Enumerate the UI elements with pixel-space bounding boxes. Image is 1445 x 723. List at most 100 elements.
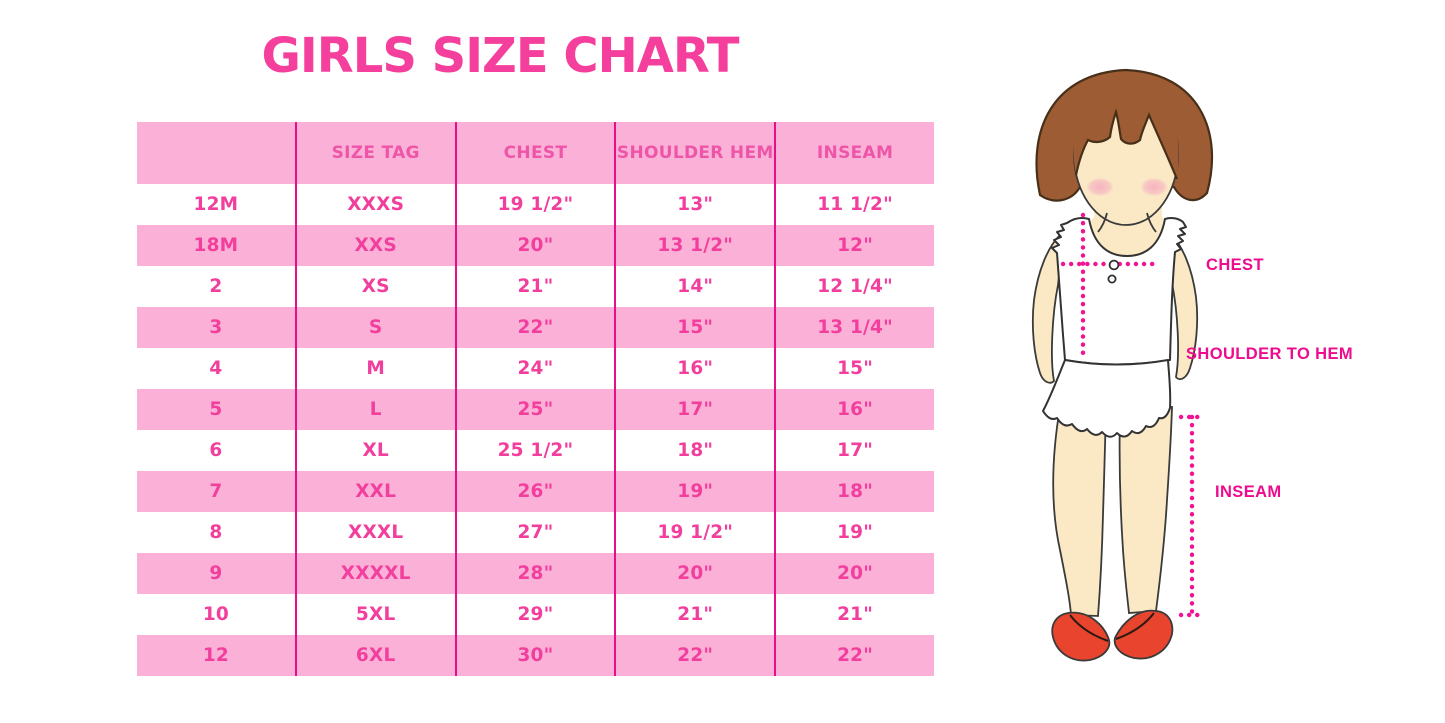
table-cell: 29" [454,594,616,635]
table-cell: 13 1/2" [614,225,776,266]
table-cell: 15" [774,348,934,389]
table-cell: 19" [614,471,776,512]
column-header-inseam: INSEAM [774,122,934,184]
table-cell: 3 [137,307,296,348]
page-title: GIRLS SIZE CHART [261,28,740,84]
girl-head [1035,68,1214,259]
top-bodice [1051,217,1187,366]
column-header-shoulder-hem: SHOULDER HEM [614,122,776,184]
table-cell: 13 1/4" [774,307,934,348]
girl-illustration: CHEST SHOULDER TO HEM INSEAM [1031,68,1353,662]
table-cell: XXL [294,471,456,512]
table-cell: XXXL [294,512,456,553]
size-chart-table-container: SIZE TAG CHEST SHOULDER HEM INSEAM 12M XX… [137,122,934,676]
table-row: 12 6XL 30" 22" 22" [137,635,934,676]
table-row: 8 XXXL 27" 19 1/2" 19" [137,512,934,553]
table-cell: 9 [137,553,296,594]
table-cell: 26" [454,471,616,512]
right-leg [1118,406,1173,614]
table-cell: 5XL [294,594,456,635]
table-cell: 20" [454,225,616,266]
right-shoe [1113,609,1174,660]
table-cell: 10 [202,604,229,625]
table-cell: 6XL [294,635,456,676]
blush-left [1086,177,1114,197]
table-row: 10 5XL 29" 21" 21" [137,594,934,635]
table-cell: 28" [454,553,616,594]
inseam-label: INSEAM [1215,483,1282,501]
table-cell: XS [294,266,456,307]
measurement-guides: CHEST SHOULDER TO HEM INSEAM [1060,212,1353,618]
column-header-size-tag: SIZE TAG [294,122,456,184]
size-chart-header: SIZE TAG CHEST SHOULDER HEM INSEAM [137,122,934,184]
table-cell: 8 [209,522,223,543]
table-cell: 12 [137,635,296,676]
size-chart-body: 12M XXXS 19 1/2" 13" 11 1/2" 18M XXS 20" 13 1/2"… [137,184,934,676]
table-cell: 24" [454,348,616,389]
table-cell: 6 [209,440,223,461]
table-cell: 21" [454,266,616,307]
table-cell: XXXXL [294,553,456,594]
table-cell: 14" [614,266,776,307]
shoes [1051,609,1174,662]
column-header-size [137,122,296,184]
table-cell: 17" [774,430,934,471]
table-cell: 27" [454,512,616,553]
neck-line-right [1146,212,1157,233]
table-row: 7 XXL 26" 19" 18" [137,471,934,512]
table-row: 18M XXS 20" 13 1/2" 12" [137,225,934,266]
hair-bangs [1073,98,1179,179]
table-row: 5 L 25" 17" 16" [137,389,934,430]
table-cell: 16" [774,389,934,430]
table-cell: XXXS [294,184,456,225]
table-cell: 22" [454,307,616,348]
table-cell: 12" [774,225,934,266]
column-header-chest: CHEST [454,122,616,184]
left-shoe [1051,611,1111,662]
table-cell: 25 1/2" [454,430,616,471]
neck-line-left [1097,212,1108,233]
blush-right [1140,177,1168,197]
table-cell: 17" [614,389,776,430]
left-leg [1052,406,1107,617]
measurement-figure: CHEST SHOULDER TO HEM INSEAM [1010,55,1430,700]
table-row: 6 XL 25 1/2" 18" 17" [137,430,934,471]
table-cell: 18" [774,471,934,512]
table-cell: 13" [614,184,776,225]
table-cell: 2 [209,276,223,297]
table-cell: S [294,307,456,348]
table-cell: 20" [774,553,934,594]
table-cell: 18" [614,430,776,471]
table-cell: 12M [193,194,239,215]
table-row: 9 XXXXL 28" 20" 20" [137,553,934,594]
table-cell: 25" [454,389,616,430]
table-cell: M [294,348,456,389]
button-top [1108,259,1120,271]
bangs-edge [1074,108,1179,180]
size-chart-table: SIZE TAG CHEST SHOULDER HEM INSEAM 12M XX… [137,122,934,676]
table-cell: L [294,389,456,430]
girl-body [1031,217,1199,662]
table-row: 4 M 24" 16" 15" [137,348,934,389]
table-cell: 22" [774,635,934,676]
table-cell: 21" [614,594,776,635]
shoulder-to-hem-label: SHOULDER TO HEM [1186,345,1353,363]
chest-label: CHEST [1206,256,1264,274]
skirt [1042,359,1172,438]
table-cell: 20" [614,553,776,594]
table-cell: 15" [614,307,776,348]
table-cell: 7 [137,471,296,512]
left-shoe-strap [1069,614,1109,642]
table-row: 2 XS 21" 14" 12 1/4" [137,266,934,307]
table-cell: 11 1/2" [774,184,934,225]
table-cell: 18M [137,225,296,266]
table-cell: XL [294,430,456,471]
table-cell: 22" [614,635,776,676]
table-cell: 21" [774,594,934,635]
table-row: 3 S 22" 15" 13 1/4" [137,307,934,348]
header-row: SIZE TAG CHEST SHOULDER HEM INSEAM [137,122,934,184]
table-cell: 19 1/2" [454,184,616,225]
table-cell: 4 [209,358,223,379]
table-cell: 19 1/2" [614,512,776,553]
table-cell: 30" [454,635,616,676]
